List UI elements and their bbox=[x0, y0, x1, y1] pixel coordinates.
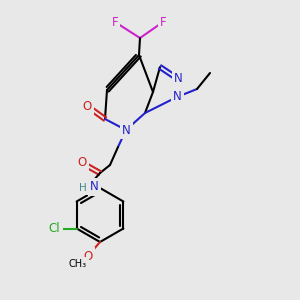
Text: O: O bbox=[77, 157, 87, 169]
Text: O: O bbox=[83, 250, 93, 262]
Text: N: N bbox=[122, 124, 130, 136]
Text: N: N bbox=[172, 91, 182, 103]
Text: O: O bbox=[82, 100, 91, 112]
Text: N: N bbox=[174, 73, 182, 85]
Text: Cl: Cl bbox=[49, 222, 60, 235]
Text: H: H bbox=[79, 183, 87, 193]
Text: F: F bbox=[112, 16, 118, 28]
Text: CH₃: CH₃ bbox=[69, 259, 87, 269]
Text: F: F bbox=[160, 16, 166, 28]
Text: N: N bbox=[90, 181, 98, 194]
